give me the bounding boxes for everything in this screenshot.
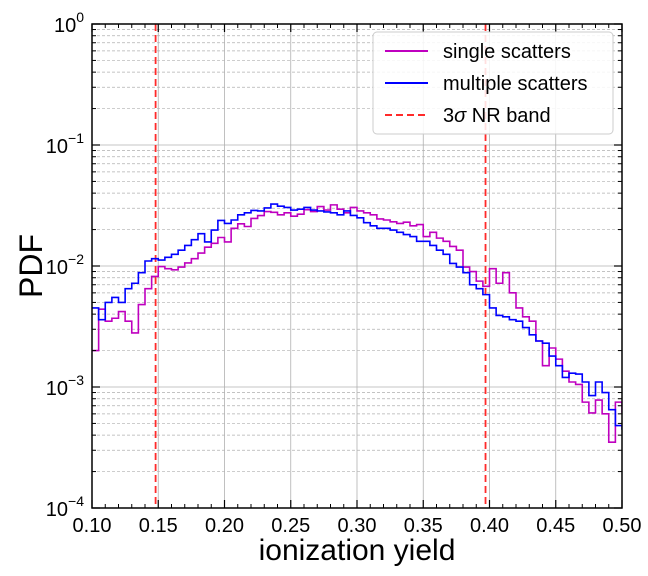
y-tick-exponent: 0: [76, 9, 84, 25]
x-tick-label: 0.30: [338, 515, 377, 537]
legend-label-nr-band: 3σ NR band: [443, 105, 551, 127]
y-tick-base: 10: [46, 257, 68, 279]
series-lines: [92, 203, 622, 443]
y-tick-label: 10−2: [46, 251, 84, 279]
x-tick-labels: 0.10 0.15 0.20 0.25 0.30 0.35 0.40 0.45 0.50: [73, 515, 642, 537]
y-tick-exponent: −4: [68, 493, 84, 509]
x-tick-label: 0.25: [271, 515, 310, 537]
x-tick-label: 0.20: [205, 515, 244, 537]
y-tick-base: 10: [46, 136, 68, 158]
y-tick-base: 10: [54, 15, 76, 37]
y-tick-exponent: −1: [68, 130, 84, 146]
x-tick-label: 0.35: [404, 515, 443, 537]
y-tick-base: 10: [46, 378, 68, 400]
legend: single scatters multiple scatters 3σ NR …: [372, 31, 614, 135]
y-tick-label: 10−1: [46, 130, 84, 158]
tick-marks: [91, 23, 623, 509]
legend-label-single: single scatters: [443, 41, 571, 63]
y-tick-exponent: −3: [68, 372, 84, 388]
legend-nr-prefix: 3: [443, 105, 454, 127]
series-line-single-scatters: [92, 204, 622, 443]
y-tick-label: 10−3: [46, 372, 84, 400]
legend-box: [372, 31, 614, 135]
x-tick-label: 0.45: [536, 515, 575, 537]
legend-nr-suffix: NR band: [466, 105, 551, 127]
y-tick-label: 10−4: [46, 493, 84, 521]
x-tick-label: 0.15: [139, 515, 178, 537]
x-tick-label: 0.50: [603, 515, 642, 537]
y-axis-label: PDF: [13, 234, 49, 298]
y-tick-base: 10: [46, 499, 68, 521]
y-tick-exponent: −2: [68, 251, 84, 267]
legend-nr-sigma: σ: [454, 105, 467, 127]
legend-label-multiple: multiple scatters: [443, 73, 588, 95]
x-axis-label: ionization yield: [259, 534, 456, 567]
series-line-multiple-scatters: [92, 203, 622, 430]
x-tick-label: 0.10: [73, 515, 112, 537]
x-tick-label: 0.40: [470, 515, 509, 537]
y-tick-label: 100: [54, 9, 84, 37]
